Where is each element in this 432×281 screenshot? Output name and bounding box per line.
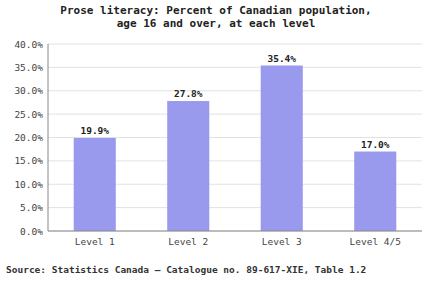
bar xyxy=(167,101,209,231)
grid xyxy=(48,44,422,231)
y-tick-label: 10.0% xyxy=(14,179,43,190)
x-tick-label: Level 1 xyxy=(75,236,115,247)
data-label: 17.0% xyxy=(361,139,390,150)
bars xyxy=(74,66,397,231)
y-tick-label: 0.0% xyxy=(20,226,43,237)
y-tick-label: 30.0% xyxy=(14,85,43,96)
y-tick-label: 35.0% xyxy=(14,62,43,73)
y-tick-label: 40.0% xyxy=(14,39,43,50)
y-tick-label: 25.0% xyxy=(14,109,43,120)
grid-line xyxy=(48,114,422,115)
grid-line xyxy=(48,231,422,232)
bar xyxy=(261,66,303,231)
y-axis xyxy=(48,44,49,231)
title: Prose literacy: Percent of Canadian popu… xyxy=(60,4,371,30)
data-label: 27.8% xyxy=(174,88,203,99)
x-axis xyxy=(48,231,422,232)
y-tick-label: 5.0% xyxy=(20,202,43,213)
grid-line xyxy=(48,67,422,68)
source-note: Source: Statistics Canada – Catalogue no… xyxy=(6,264,366,275)
x-tick-label: Level 2 xyxy=(168,236,208,247)
x-tick-label: Level 4/5 xyxy=(350,236,401,247)
bar xyxy=(354,152,396,231)
chart: Prose literacy: Percent of Canadian popu… xyxy=(0,0,432,281)
data-label: 35.4% xyxy=(267,53,296,64)
y-tick-label: 20.0% xyxy=(14,132,43,143)
x-tick-label: Level 3 xyxy=(262,236,302,247)
data-label: 19.9% xyxy=(80,125,109,136)
grid-line xyxy=(48,90,422,91)
grid-line xyxy=(48,44,422,45)
bar xyxy=(74,138,116,231)
y-tick-label: 15.0% xyxy=(14,155,43,166)
